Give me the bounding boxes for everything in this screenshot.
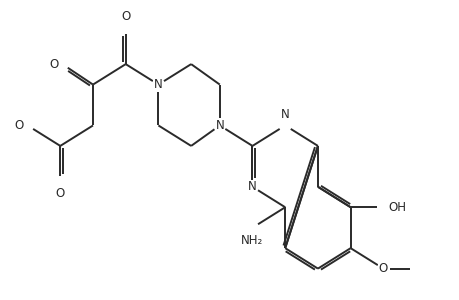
Text: N: N [154, 78, 162, 91]
Text: O: O [378, 262, 387, 275]
Text: N: N [280, 108, 289, 121]
Text: O: O [121, 10, 130, 23]
Text: O: O [56, 187, 65, 200]
Text: OH: OH [387, 201, 405, 214]
Text: N: N [215, 119, 224, 132]
Text: O: O [14, 119, 23, 132]
Text: O: O [49, 58, 58, 70]
Text: N: N [247, 180, 256, 193]
Text: NH₂: NH₂ [241, 234, 263, 247]
